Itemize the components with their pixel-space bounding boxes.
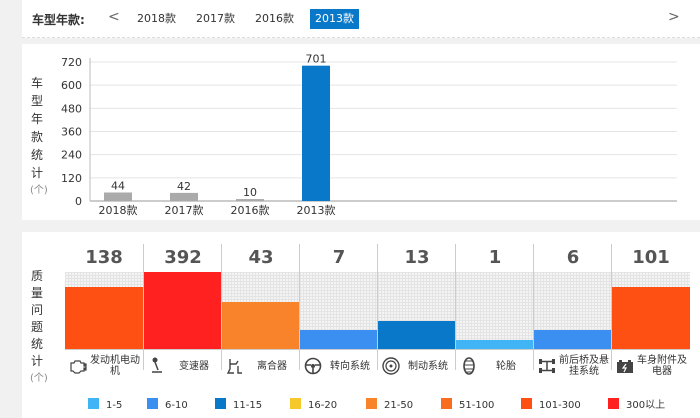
x-tick-label: 2017款 [165,203,204,217]
legend-swatch [366,398,377,409]
quality-issue-panel: 质 量 问 题 统 计 (个) 138 发动机电动机 392 变速器 43 离合… [22,232,700,418]
quality-category-clutch[interactable]: 43 离合器 [222,244,300,381]
model-year-count-panel: 车 型 年 款 统 计 (个) 0 120 240 360 480 600 720 44 201… [22,44,700,220]
category-label: 制动系统 [408,360,448,372]
tab-2016[interactable]: 2016款 [255,12,294,25]
model-year-bar-chart: 0 120 240 360 480 600 720 44 2018款 42 2017款 10 2016款… [61,53,677,217]
quality-category-transmission[interactable]: 392 变速器 [144,244,222,381]
bar-value-label: 42 [177,180,191,193]
x-tick-label: 2016款 [231,203,270,217]
y-tick-label: 600 [61,79,82,92]
legend-item: 16-20 [290,398,337,412]
issue-count: 6 [534,244,612,272]
y-tick-label: 720 [61,56,82,69]
issue-count: 43 [222,244,300,272]
quality-category-brake[interactable]: 13 制动系统 [378,244,456,381]
gear-shift-icon [152,357,162,373]
y-tick-label: 360 [61,126,82,139]
x-tick-label: 2013款 [297,203,336,217]
bar-value-label: 10 [243,186,257,199]
axle-suspension-icon [539,359,555,373]
issue-level-bar [300,329,378,349]
legend-swatch [441,398,452,409]
issue-level-bar [612,286,690,349]
count-axis-title: 车 型 年 款 统 计 (个) [30,74,48,200]
y-tick-label: 0 [75,195,82,208]
x-tick-label: 2018款 [99,203,138,217]
count-axis-unit: (个) [30,185,48,196]
steering-wheel-icon [304,357,322,375]
category-label: 发动机电动机 [90,355,140,377]
issue-level-bar [65,286,143,349]
bar-2017款 [170,192,198,201]
quality-category-body-electrical[interactable]: 101 车身附件及电器 [612,244,690,381]
issue-level-bar [378,320,456,349]
issue-count: 392 [144,244,222,272]
clutch-pedal-icon [226,359,242,374]
category-label: 转向系统 [330,360,370,372]
bar-2013款 [302,65,330,201]
category-label: 车身附件及电器 [637,355,687,377]
category-label: 前后桥及悬挂系统 [559,355,609,377]
legend-item: 21-50 [366,398,413,412]
quality-category-steering[interactable]: 7 转向系统 [300,244,378,381]
issue-count: 1 [456,244,534,272]
issue-count: 101 [612,244,690,272]
quality-axis-unit: (个) [30,373,48,384]
legend-item: 101-300 [521,398,581,412]
issue-level-bar [534,329,612,349]
y-tick-label: 120 [61,172,82,185]
year-selector-bar: 车型年款: < 2018款 2017款 2016款 2013款 > [22,0,700,38]
issue-level-bar [222,302,300,349]
legend-item: 51-100 [441,398,494,412]
legend-swatch [88,398,99,409]
bar-2018款 [104,192,132,201]
battery-icon [617,360,633,373]
engine-icon [70,360,87,374]
y-tick-label: 240 [61,149,82,162]
bar-value-label: 44 [111,180,125,193]
legend-swatch [290,398,301,409]
quality-category-engine[interactable]: 138 发动机电动机 [65,244,143,381]
legend-swatch [608,398,619,409]
quality-axis-title: 质 量 问 题 统 计 (个) [30,268,48,387]
brake-disc-icon [382,357,400,375]
quality-category-axle-suspension[interactable]: 6 前后桥及悬挂系统 [534,244,612,381]
issue-count: 138 [65,244,143,272]
legend-item: 1-5 [88,398,122,412]
year-selector-label: 车型年款: [32,13,85,27]
tab-2018[interactable]: 2018款 [137,12,176,25]
bar-2016款 [236,199,264,201]
quality-category-tire[interactable]: 1 轮胎 [456,244,534,381]
category-label: 离合器 [257,360,287,372]
bar-value-label: 701 [306,53,327,66]
y-tick-label: 480 [61,102,82,115]
issue-level-bar [144,272,222,349]
legend-item: 11-15 [215,398,262,412]
issue-count: 7 [300,244,378,272]
legend-swatch [147,398,158,409]
legend-swatch [521,398,532,409]
issue-count: 13 [378,244,456,272]
tab-2013[interactable]: 2013款 [310,9,359,29]
prev-arrow-icon[interactable]: < [108,9,120,25]
category-label: 轮胎 [496,360,516,372]
tire-icon [463,357,475,375]
legend-item: 6-10 [147,398,188,412]
legend-swatch [215,398,226,409]
next-arrow-icon[interactable]: > [668,9,680,25]
issue-level-bar [456,339,534,349]
tab-2017[interactable]: 2017款 [196,12,235,25]
legend-item: 300以上 [608,398,665,412]
category-label: 变速器 [179,360,209,372]
